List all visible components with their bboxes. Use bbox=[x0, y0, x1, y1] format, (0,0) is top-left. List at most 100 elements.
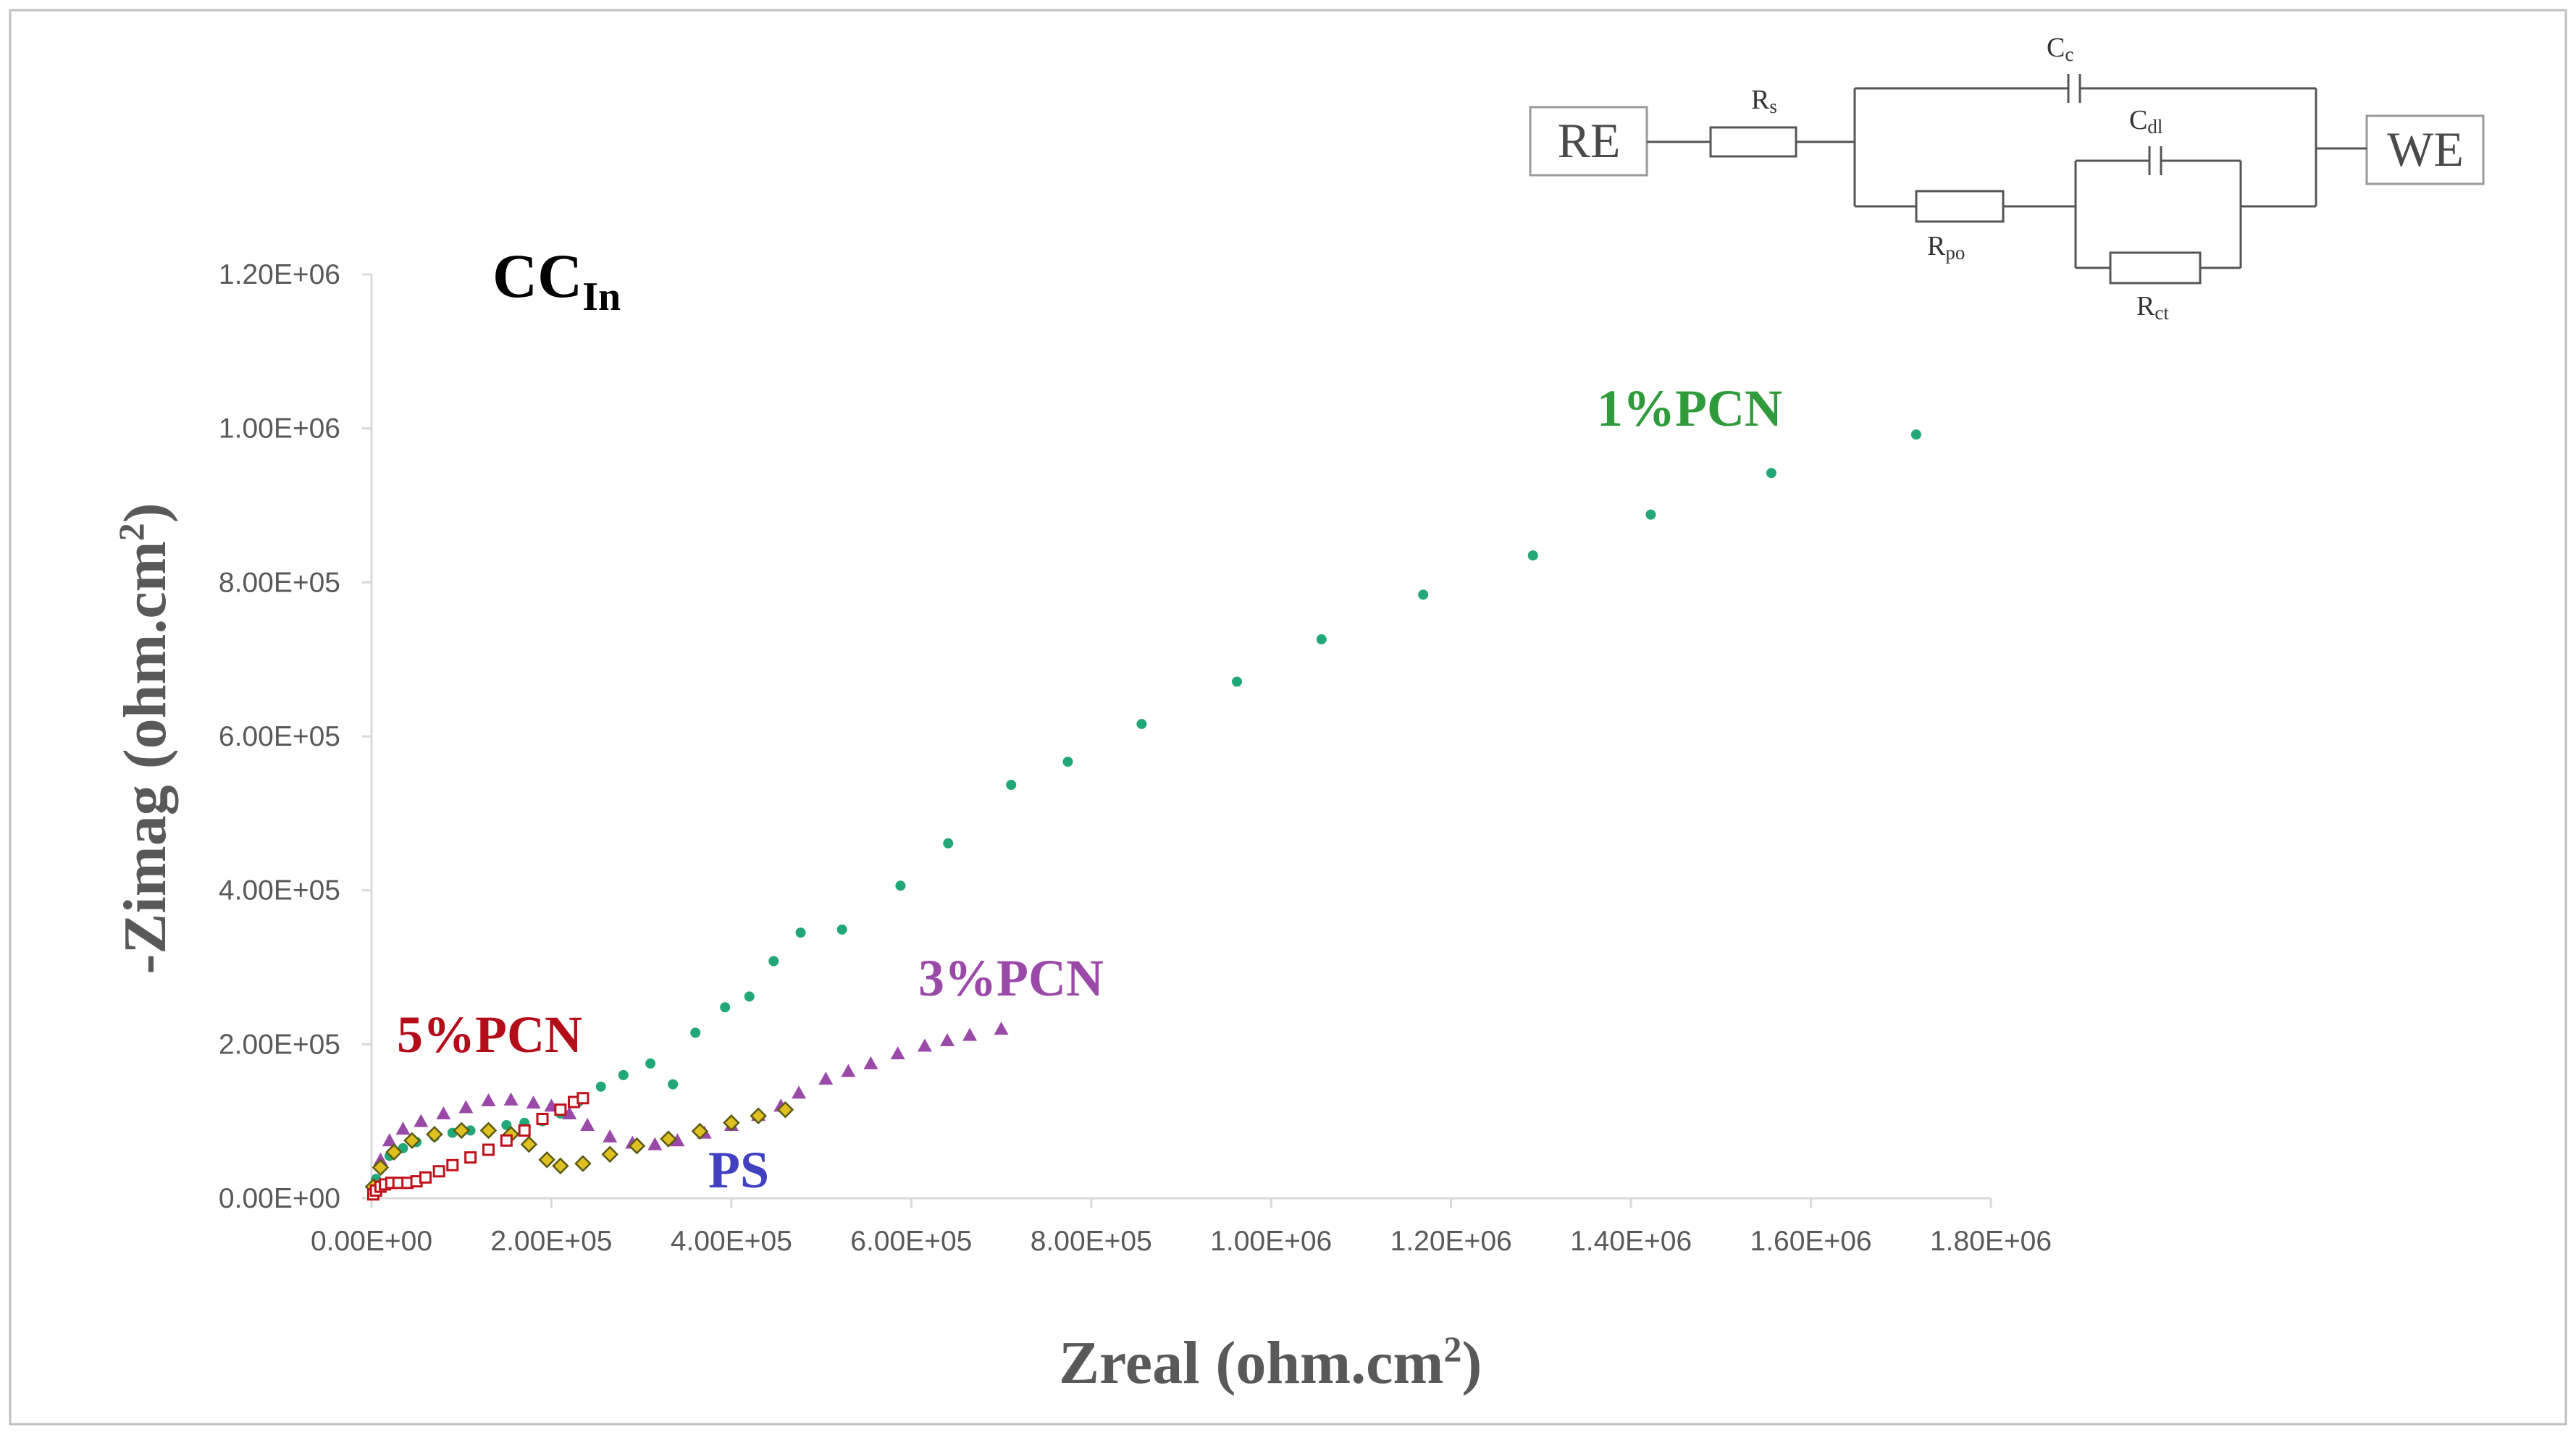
data-point bbox=[538, 1151, 556, 1169]
data-point bbox=[1232, 676, 1243, 687]
data-point bbox=[660, 1130, 677, 1148]
data-point bbox=[628, 1137, 646, 1155]
data-point bbox=[750, 1107, 767, 1124]
data-point bbox=[1418, 589, 1429, 600]
data-point bbox=[500, 1134, 513, 1147]
x-tick-label: 0.00E+00 bbox=[311, 1226, 432, 1257]
rpo-resistor bbox=[1915, 190, 2005, 223]
data-point bbox=[554, 1103, 567, 1116]
x-tick-label: 1.20E+06 bbox=[1390, 1226, 1512, 1257]
data-point bbox=[432, 1165, 445, 1178]
data-point bbox=[501, 1119, 512, 1130]
y-tick-label: 2.00E+05 bbox=[219, 1029, 340, 1060]
data-point bbox=[962, 1027, 978, 1041]
data-point bbox=[795, 927, 806, 938]
data-point bbox=[1316, 634, 1327, 645]
series-5pctpcn bbox=[366, 1092, 590, 1201]
data-point bbox=[943, 838, 954, 849]
data-point bbox=[668, 1079, 679, 1090]
data-point bbox=[426, 1125, 443, 1143]
x-tick-label: 2.00E+05 bbox=[490, 1226, 612, 1257]
data-point bbox=[482, 1143, 495, 1156]
data-point bbox=[863, 1056, 878, 1069]
data-point bbox=[372, 1158, 390, 1177]
data-point bbox=[446, 1158, 459, 1171]
y-tick-label: 1.00E+06 bbox=[219, 413, 340, 445]
data-point bbox=[526, 1095, 541, 1109]
data-point bbox=[792, 1085, 807, 1099]
series-label-ps: PS bbox=[708, 1141, 769, 1199]
data-point bbox=[723, 1114, 740, 1132]
data-point bbox=[580, 1117, 595, 1131]
data-point bbox=[464, 1151, 477, 1164]
data-point bbox=[385, 1143, 403, 1161]
data-point bbox=[403, 1132, 421, 1150]
series-label-5pcn: 5%PCN bbox=[397, 1006, 582, 1064]
data-point bbox=[690, 1027, 701, 1038]
data-point bbox=[562, 1106, 577, 1120]
data-point bbox=[841, 1064, 856, 1077]
data-point bbox=[818, 1072, 834, 1085]
data-point bbox=[890, 1046, 905, 1060]
data-point bbox=[691, 1122, 709, 1140]
x-tick-label: 1.40E+06 bbox=[1570, 1226, 1692, 1257]
x-axis-ticks: 0.00E+00 2.00E+05 4.00E+05 6.00E+05 8.00E+05… bbox=[311, 1198, 2052, 1257]
rs-label: Rs bbox=[1751, 85, 1777, 117]
data-point bbox=[768, 956, 779, 967]
data-point bbox=[645, 1058, 656, 1069]
data-point bbox=[836, 924, 847, 935]
data-point bbox=[1062, 757, 1073, 767]
series-layer bbox=[364, 429, 1921, 1201]
chart-frame bbox=[9, 9, 2567, 1426]
y-axis-ticks: 0.00E+00 2.00E+05 4.00E+05 6.00E+05 8.00E+05… bbox=[219, 259, 372, 1214]
data-point bbox=[414, 1114, 429, 1127]
data-point bbox=[618, 1069, 629, 1080]
y-tick-label: 8.00E+05 bbox=[219, 567, 340, 598]
re-box bbox=[1529, 106, 1648, 177]
chart-title: CCIn bbox=[492, 241, 621, 319]
data-point bbox=[574, 1155, 592, 1172]
series-label-1pcn: 1%PCN bbox=[1597, 379, 1782, 437]
y-tick-label: 1.20E+06 bbox=[219, 259, 340, 290]
data-point bbox=[395, 1122, 411, 1135]
data-point bbox=[994, 1022, 1009, 1035]
cdl-label: Cdl bbox=[2129, 105, 2162, 138]
data-point bbox=[601, 1145, 618, 1163]
data-point bbox=[458, 1100, 474, 1114]
data-point bbox=[1910, 429, 1921, 440]
x-tick-label: 8.00E+05 bbox=[1031, 1226, 1152, 1257]
x-tick-label: 1.00E+06 bbox=[1210, 1226, 1332, 1257]
rpo-label: Rpo bbox=[1927, 231, 1965, 264]
data-point bbox=[670, 1133, 685, 1147]
data-point bbox=[595, 1081, 606, 1092]
data-point bbox=[520, 1135, 538, 1153]
data-point bbox=[1006, 779, 1017, 790]
data-point bbox=[436, 1106, 451, 1120]
x-axis-title: Zreal (ohm.cm2) bbox=[1059, 1329, 1482, 1397]
x-tick-label: 6.00E+05 bbox=[850, 1226, 972, 1257]
data-point bbox=[1766, 468, 1776, 479]
x-tick-label: 1.80E+06 bbox=[1930, 1226, 2052, 1257]
data-point bbox=[603, 1129, 618, 1142]
data-point bbox=[453, 1122, 470, 1140]
y-tick-label: 4.00E+05 bbox=[219, 875, 340, 906]
we-label: WE bbox=[2387, 122, 2464, 177]
data-point bbox=[940, 1033, 955, 1047]
data-point bbox=[720, 1002, 731, 1013]
equivalent-circuit bbox=[1529, 74, 2485, 285]
data-point bbox=[465, 1125, 476, 1136]
data-point bbox=[503, 1092, 519, 1106]
x-tick-label: 1.60E+06 bbox=[1750, 1226, 1872, 1257]
data-point bbox=[419, 1171, 432, 1184]
data-point bbox=[647, 1137, 663, 1150]
we-box bbox=[2365, 114, 2485, 185]
data-point bbox=[382, 1133, 397, 1147]
data-point bbox=[744, 991, 755, 1002]
data-point bbox=[576, 1092, 590, 1105]
data-point bbox=[481, 1093, 496, 1106]
x-tick-label: 4.00E+05 bbox=[671, 1226, 792, 1257]
series-label-3pcn: 3%PCN bbox=[918, 949, 1104, 1007]
rct-resistor bbox=[2109, 251, 2202, 285]
data-point bbox=[1527, 550, 1538, 561]
